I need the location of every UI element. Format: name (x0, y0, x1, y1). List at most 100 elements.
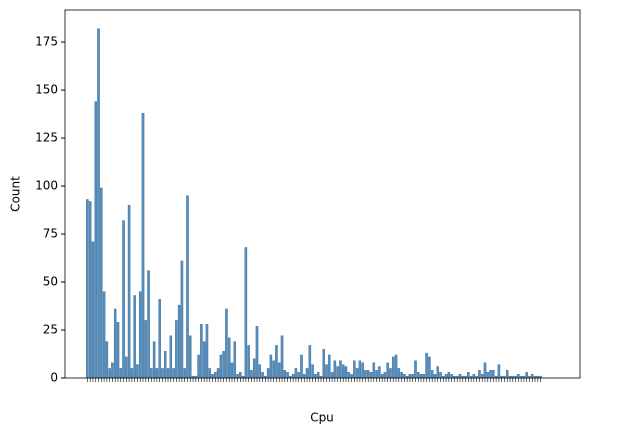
bar (361, 362, 364, 379)
bar (189, 335, 192, 379)
bar (378, 366, 381, 379)
bar (291, 374, 295, 379)
bar (350, 374, 353, 379)
bar (122, 220, 125, 379)
bar (428, 356, 431, 379)
bar (211, 374, 214, 379)
bar (111, 362, 114, 379)
bar (372, 362, 376, 379)
y-tick-label: 150 (35, 83, 58, 97)
bar (411, 374, 414, 379)
y-axis-label: Count (9, 176, 23, 212)
bar (283, 370, 287, 379)
bar (489, 370, 492, 379)
bar (478, 370, 481, 379)
bar (403, 374, 406, 379)
bar (239, 372, 242, 379)
bar (366, 370, 370, 379)
bar (216, 368, 220, 379)
bar (141, 112, 145, 379)
bar (303, 374, 306, 379)
bar (166, 368, 170, 379)
bar (347, 372, 351, 379)
bar (394, 354, 398, 379)
bar (94, 101, 97, 379)
bar (269, 354, 273, 379)
bar (336, 366, 339, 379)
bar (414, 360, 417, 379)
bar (113, 308, 117, 379)
bar (250, 370, 253, 379)
bar (150, 368, 153, 379)
bar (305, 368, 309, 379)
bar (450, 374, 453, 379)
bar (447, 372, 451, 379)
bar (130, 368, 134, 379)
bar (433, 374, 437, 379)
bar (328, 354, 331, 379)
bar (105, 341, 109, 379)
bar (444, 374, 448, 379)
bar (183, 368, 186, 379)
bar (180, 260, 184, 379)
bar (436, 366, 439, 379)
bar (97, 28, 100, 379)
bar (280, 335, 284, 379)
bar (344, 366, 348, 379)
bar (400, 372, 403, 379)
bar (297, 372, 300, 379)
bar (458, 374, 462, 379)
bar (330, 372, 334, 379)
bar (341, 364, 345, 379)
bar (266, 368, 270, 379)
bar (255, 326, 259, 379)
bar (161, 368, 164, 379)
bar (408, 374, 412, 379)
bar (531, 374, 534, 379)
bar (275, 345, 278, 379)
y-tick-label: 175 (35, 35, 58, 49)
bar (186, 195, 189, 379)
bar (286, 372, 289, 379)
bar (202, 341, 206, 379)
bar (100, 187, 103, 379)
bar (272, 360, 275, 379)
bar (205, 324, 209, 379)
bar (116, 322, 120, 379)
bar (294, 368, 298, 379)
bar (127, 205, 131, 379)
bar (152, 341, 156, 379)
bar (386, 362, 389, 379)
bar (480, 374, 484, 379)
bar (233, 341, 237, 379)
bar (391, 356, 395, 379)
y-tick-label: 50 (43, 275, 58, 289)
bar (417, 372, 420, 379)
bar (483, 362, 487, 379)
bar (119, 368, 123, 379)
bar (197, 354, 200, 379)
bar (314, 374, 317, 379)
bar (355, 368, 359, 379)
y-tick-label: 125 (35, 131, 58, 145)
bar (208, 368, 211, 379)
bar (422, 374, 426, 379)
bar (225, 308, 228, 379)
bar (244, 247, 248, 379)
bar (200, 324, 203, 379)
bar (236, 374, 239, 379)
bar (230, 362, 234, 379)
bar (364, 370, 367, 379)
bar (91, 241, 95, 379)
bar (430, 370, 434, 379)
bar (133, 295, 136, 379)
bar (316, 372, 320, 379)
bar (397, 368, 401, 379)
bar (247, 345, 250, 379)
bar (219, 354, 223, 379)
bar (138, 291, 142, 379)
bar (227, 337, 231, 379)
bar (258, 364, 262, 379)
bar (467, 372, 470, 379)
